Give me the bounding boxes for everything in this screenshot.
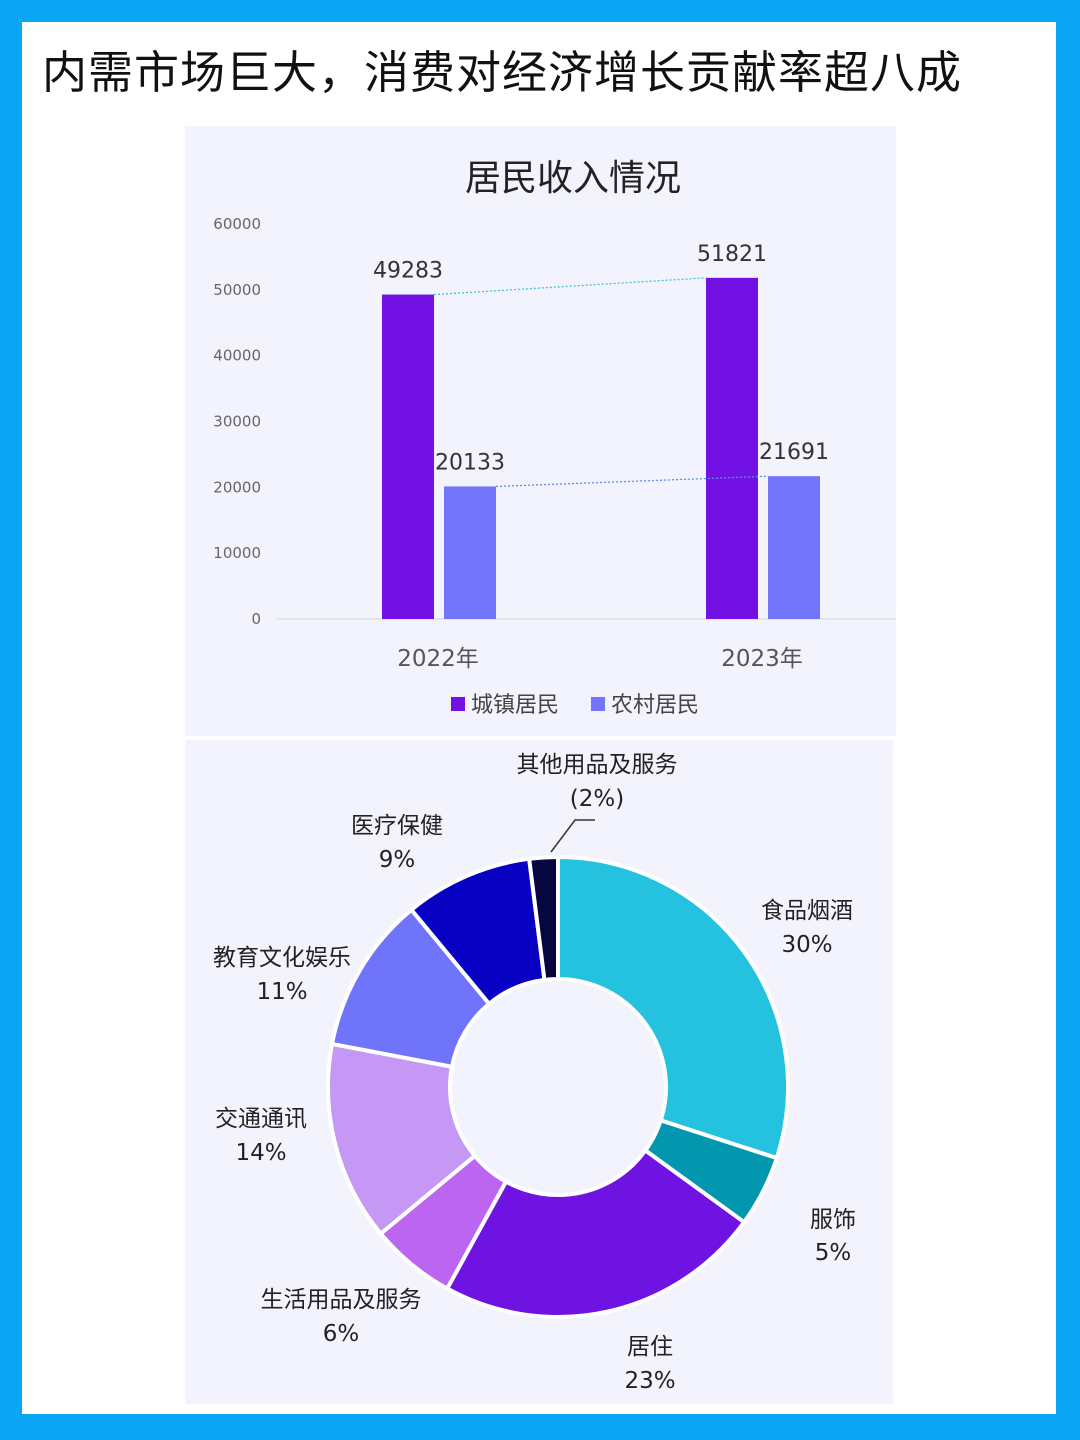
- spending-donut-chart: 食品烟酒 30% 服饰 5% 居住 23% 生活用品及服务 6% 交通通讯 14% 教育文化娱乐 11…: [213, 752, 856, 1394]
- y-tick-label: 50000: [213, 281, 261, 299]
- bar-data-label: 20133: [435, 450, 505, 475]
- y-tick-label: 30000: [213, 413, 261, 431]
- x-category-label: 2023年: [721, 646, 803, 672]
- bar-data-label: 49283: [373, 259, 443, 284]
- slice-name-label: 医疗保健: [351, 813, 443, 839]
- y-tick-label: 10000: [213, 544, 261, 562]
- income-bar-chart: 居民收入情况 0 10000 20000 30000 40000 50000 60000 49…: [213, 158, 896, 718]
- series-trend-line: [433, 277, 707, 296]
- series-trend-line: [495, 475, 769, 488]
- legend-swatch: [591, 697, 605, 711]
- legend-label: 城镇居民: [471, 693, 559, 718]
- legend-swatch: [451, 697, 465, 711]
- bar-chart-title: 居民收入情况: [465, 158, 681, 199]
- x-category-label: 2022年: [397, 646, 479, 672]
- slice-percent-label: 23%: [624, 1368, 675, 1394]
- bar-urban-1: [706, 277, 758, 619]
- slice-percent-label: 5%: [815, 1240, 852, 1266]
- slice-percent-label: 14%: [235, 1140, 286, 1166]
- bar-rural-0: [444, 486, 496, 619]
- bar-rural-1: [768, 476, 820, 619]
- y-tick-label: 40000: [213, 347, 261, 365]
- slice-name-label: 食品烟酒: [761, 898, 853, 924]
- page-headline: 内需市场巨大，消费对经济增长贡献率超八成: [42, 46, 963, 99]
- slice-name-label: 交通通讯: [215, 1106, 307, 1132]
- slice-name-label: 生活用品及服务: [261, 1287, 422, 1313]
- slice-leader-line: [550, 819, 595, 853]
- legend-label: 农村居民: [611, 693, 699, 718]
- bar-urban-0: [382, 294, 434, 619]
- donut-slice: [556, 854, 790, 1161]
- slice-percent-label: (2%): [570, 786, 624, 812]
- slice-percent-label: 11%: [256, 979, 307, 1005]
- y-tick-label: 20000: [213, 478, 261, 496]
- y-tick-label: 0: [251, 610, 261, 628]
- donut-slice: [444, 1147, 747, 1319]
- slice-name-label: 服饰: [810, 1207, 856, 1233]
- bar-data-label: 21691: [759, 440, 829, 465]
- donut-slice: [326, 1041, 478, 1237]
- slice-percent-label: 9%: [379, 847, 416, 873]
- spending-donut-chart-panel: 食品烟酒 30% 服饰 5% 居住 23% 生活用品及服务 6% 交通通讯 14% 教育文化娱乐 11…: [185, 740, 893, 1404]
- income-bar-chart-panel: 居民收入情况 0 10000 20000 30000 40000 50000 60000 49…: [185, 126, 896, 736]
- slice-percent-label: 6%: [323, 1321, 360, 1347]
- slice-percent-label: 30%: [781, 932, 832, 958]
- y-tick-label: 60000: [213, 215, 261, 233]
- bar-data-label: 51821: [697, 242, 767, 267]
- slice-name-label: 教育文化娱乐: [213, 945, 351, 971]
- slice-name-label: 居住: [627, 1334, 673, 1360]
- donut-slice: [526, 854, 560, 983]
- slice-name-label: 其他用品及服务: [517, 752, 678, 778]
